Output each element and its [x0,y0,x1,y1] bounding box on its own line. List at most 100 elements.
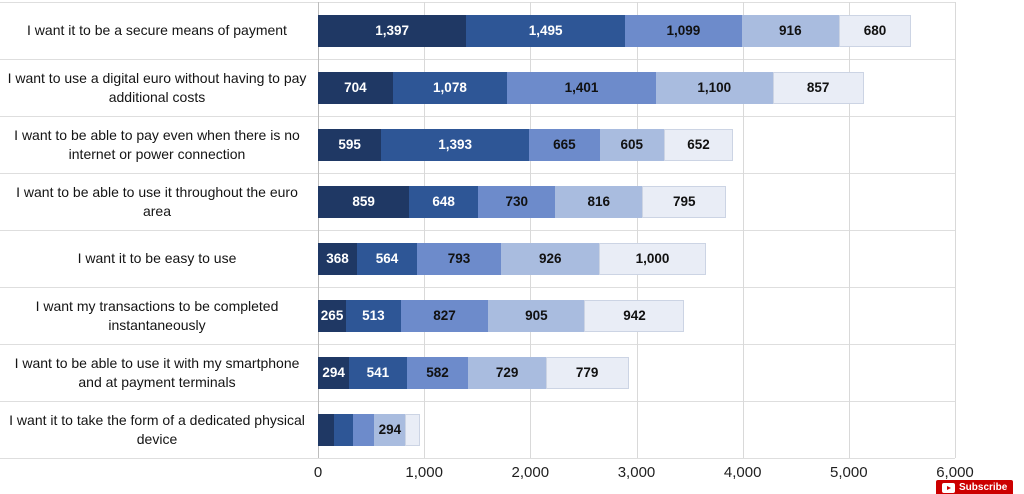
bar-segment: 294 [374,413,406,446]
bar-segment-label: 294 [378,422,402,437]
category-label: I want it to be a secure means of paymen… [27,22,287,39]
bar-segment-label: 564 [375,251,399,266]
bar-segment-label: 730 [505,194,528,209]
bar-segment: 648 [409,185,478,218]
bar-segment: 513 [346,299,401,332]
bar-segment [405,413,421,446]
bar-segment: 605 [599,128,664,161]
youtube-icon [942,483,955,493]
bar-segment: 665 [529,128,600,161]
bar-segment-label: 793 [447,251,471,266]
gridline-vertical [742,2,744,458]
bar-segment: 816 [555,185,643,218]
category-label: I want to be able to pay even when there… [14,127,300,162]
bar-segment-label: 926 [539,251,562,266]
bar-segment-label: 541 [366,365,390,380]
gridline-horizontal [0,2,955,3]
subscribe-button[interactable]: Subscribe [936,480,1014,494]
x-tick-label: 0 [313,464,323,481]
gridline-horizontal [0,173,955,174]
bar-segment: 793 [416,242,502,275]
bar-segment-label: 704 [344,80,367,95]
bar-segment-label: 816 [587,194,611,209]
gridline-vertical [848,2,850,458]
bar-segment: 730 [477,185,556,218]
bar-segment: 859 [318,185,410,218]
bar-segment: 1,495 [466,14,626,47]
bar-segment-label: 648 [432,194,455,209]
gridline-vertical [636,2,638,458]
bar-segment: 1,099 [625,14,742,47]
x-tick-label: 6,000 [936,464,974,481]
gridline-horizontal [0,401,955,402]
bar-segment: 729 [468,356,546,389]
y-axis-line [318,2,319,458]
bar-segment-label: 857 [806,80,830,95]
bar-segment-label: 1,100 [697,80,732,95]
bar-segment: 1,100 [655,71,773,104]
bar-segment [318,413,334,446]
bar-segment-label: 1,495 [528,23,563,38]
bar-segment-label: 1,393 [438,137,472,152]
x-tick-label: 1,000 [405,464,443,481]
bar-segment-label: 795 [673,194,696,209]
category-label: I want it to take the form of a dedicate… [9,412,305,447]
bar-segment-label: 1,078 [433,80,467,95]
bar-segment: 795 [642,185,727,218]
category-label: I want my transactions to be completed i… [35,298,279,333]
bar-segment: 265 [318,299,347,332]
gridline-horizontal [0,458,955,459]
bar-segment-label: 916 [779,23,802,38]
bar-segment: 926 [501,242,600,275]
gridline-vertical [955,2,956,458]
gridline-vertical [424,2,426,458]
x-tick-label: 5,000 [830,464,868,481]
bar-segment-label: 779 [575,365,599,380]
category-label: I want to be able to use it with my smar… [14,355,300,390]
x-tick-label: 2,000 [511,464,550,481]
bar-segment: 916 [741,14,839,47]
bar-segment: 779 [545,356,629,389]
bar-segment-label: 680 [863,23,887,38]
bar-segment: 1,393 [381,128,530,161]
gridline-horizontal [0,116,955,117]
bar-segment-label: 595 [338,137,361,152]
bar-segment-label: 827 [433,308,456,323]
bar-segment: 1,401 [507,71,656,104]
category-label: I want to be able to use it throughout t… [16,184,298,219]
bar-segment: 942 [584,299,685,332]
bar-segment-label: 294 [322,365,345,380]
bar-segment-label: 859 [352,194,375,209]
bar-segment-label: 265 [320,308,344,323]
subscribe-label: Subscribe [959,482,1008,493]
bar-segment: 294 [318,356,350,389]
bar-row: 294 541 582 729 779 [318,356,629,389]
bar-segment [353,413,375,446]
bar-segment-label: 1,397 [375,23,410,38]
bar-segment-label: 1,000 [635,251,670,266]
bar-segment [333,413,354,446]
bar-row: 704 1,078 1,401 1,100 857 [318,71,864,104]
bar-segment: 564 [357,242,417,275]
bar-segment: 582 [406,356,469,389]
bar-segment: 857 [772,71,864,104]
bar-segment-label: 729 [495,365,519,380]
bar-segment: 905 [488,299,585,332]
gridline-horizontal [0,59,955,60]
gridline-horizontal [0,230,955,231]
bar-segment: 368 [318,242,358,275]
bar-segment: 1,000 [599,242,706,275]
bar-segment-label: 905 [525,308,548,323]
gridline-vertical [530,2,532,458]
bar-segment-label: 1,401 [564,80,599,95]
bar-segment: 652 [663,128,734,161]
bar-row: 595 1,393 665 605 652 [318,128,734,161]
bar-segment-label: 582 [426,365,449,380]
bar-segment-label: 605 [620,137,643,152]
gridline-horizontal [0,344,955,345]
bar-segment: 1,078 [392,71,508,104]
bar-row: 859 648 730 816 795 [318,185,727,218]
bar-segment-label: 665 [553,137,576,152]
